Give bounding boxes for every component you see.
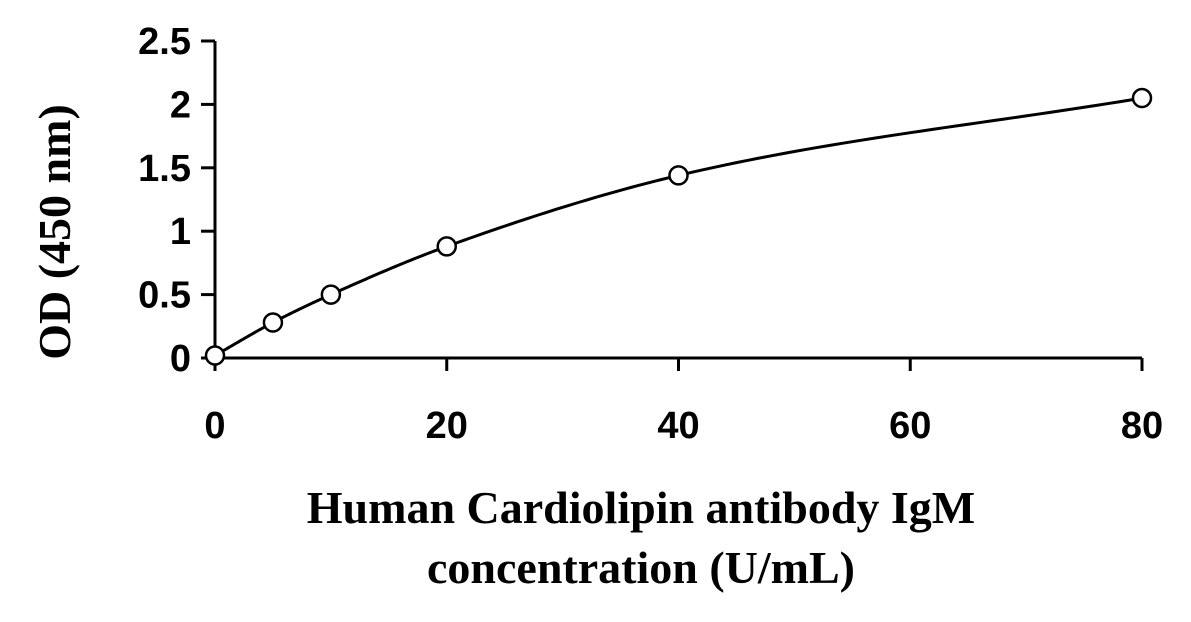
x-axis-title-line-2: concentration (U/mL) — [427, 542, 855, 593]
x-tick-label: 20 — [426, 405, 468, 447]
data-point — [668, 165, 689, 186]
data-point — [262, 312, 284, 333]
axes — [213, 41, 1142, 360]
fit-curve — [214, 96, 1143, 357]
y-tick-label: 2 — [170, 84, 191, 126]
x-tick-label: 40 — [657, 405, 699, 447]
y-tick-label: 1 — [170, 211, 191, 253]
x-axis-ticks: 0 20 40 60 80 — [204, 358, 1163, 447]
x-axis-title-line-1: Human Cardiolipin antibody IgM — [307, 482, 975, 533]
y-tick-label: 2.5 — [138, 21, 191, 63]
y-tick-label: 0 — [170, 338, 191, 380]
y-axis-ticks: 0 0.5 1 1.5 2 2.5 — [138, 21, 215, 380]
y-axis-title: OD (450 nm) — [29, 104, 80, 360]
data-point — [436, 236, 457, 257]
data-point — [1131, 87, 1153, 109]
y-tick-label: 1.5 — [138, 148, 191, 190]
data-point — [320, 284, 342, 305]
y-tick-label: 0.5 — [138, 275, 191, 317]
x-tick-label: 0 — [204, 405, 225, 447]
data-points — [204, 87, 1153, 366]
x-tick-label: 80 — [1121, 405, 1163, 447]
data-point — [204, 345, 226, 366]
x-tick-label: 60 — [889, 405, 931, 447]
